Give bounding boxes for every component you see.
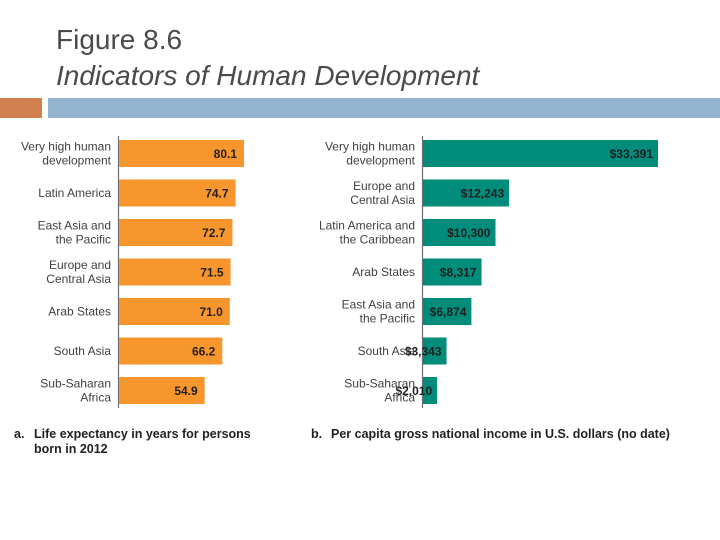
- income-value-label: $10,300: [447, 226, 491, 240]
- life-category-label: East Asia and the Pacific: [38, 219, 111, 247]
- chart-b-caption-line-1: Per capita gross national income in U.S.…: [331, 427, 670, 441]
- income-bar: [423, 179, 510, 207]
- income-bar: [423, 337, 447, 365]
- life-category-label: Sub-Saharan Africa: [40, 377, 111, 405]
- chart-b-caption: b. Per capita gross national income in U.…: [311, 427, 711, 442]
- life-category-label: Europe and Central Asia: [46, 258, 111, 286]
- life-category-label: Latin America: [38, 186, 111, 200]
- chart-a-caption-line-2: born in 2012: [34, 442, 108, 456]
- income-bar: [423, 377, 438, 404]
- life-value-label: 72.7: [202, 226, 226, 240]
- chart-a-caption-line-1: Life expectancy in years for persons: [34, 427, 251, 441]
- income-value-label: $8,317: [440, 266, 477, 280]
- income-bar: [423, 140, 658, 167]
- life-bar: [119, 377, 205, 404]
- page-title: Figure 8.6 Indicators of Human Developme…: [56, 22, 479, 94]
- life-value-label: 80.1: [214, 147, 238, 161]
- income-bar: [423, 298, 472, 325]
- chart-a-caption-letter: a.: [14, 427, 25, 441]
- life-value-label: 71.0: [199, 305, 223, 319]
- life-bar: [119, 179, 236, 207]
- income-category-label: South Asia: [358, 344, 416, 358]
- income-bar: [423, 219, 496, 246]
- accent-block: [0, 98, 42, 118]
- life-category-label: South Asia: [54, 344, 112, 358]
- income-category-label: Europe and Central Asia: [350, 179, 415, 207]
- income-value-label: $33,391: [610, 147, 654, 161]
- life-value-label: 71.5: [200, 266, 224, 280]
- life-bar: [119, 298, 230, 325]
- life-bar: [119, 219, 233, 246]
- income-category-label: East Asia and the Pacific: [342, 298, 415, 326]
- income-category-label: Sub-Saharan Africa: [344, 377, 415, 405]
- income-chart: $33,391 Very high human development $12,243…: [319, 136, 658, 408]
- life-bar: [119, 337, 223, 365]
- title-line-2: Indicators of Human Development: [56, 60, 480, 91]
- life-value-label: 74.7: [205, 187, 229, 201]
- income-value-label: $3,343: [405, 345, 442, 359]
- life-expectancy-chart: 80.1 Very high human development 74.7 Latin …: [21, 136, 244, 408]
- life-bar: [119, 140, 244, 167]
- life-value-label: 66.2: [192, 345, 216, 359]
- income-category-label: Arab States: [352, 265, 415, 279]
- title-line-1: Figure 8.6: [56, 24, 183, 55]
- income-value-label: $6,874: [430, 305, 467, 319]
- chart-a-caption: a. Life expectancy in years for persons b…: [14, 427, 274, 457]
- life-category-label: Arab States: [48, 305, 111, 319]
- income-category-label: Very high human development: [325, 140, 416, 168]
- life-value-label: 54.9: [174, 384, 198, 398]
- life-category-label: Very high human development: [21, 140, 112, 168]
- income-category-label: Latin America and the Caribbean: [319, 219, 415, 247]
- income-value-label: $2,010: [395, 384, 432, 398]
- header-rule: [48, 98, 720, 118]
- income-bar: [423, 258, 482, 286]
- life-bar: [119, 258, 231, 286]
- income-value-label: $12,243: [461, 187, 505, 201]
- chart-b-caption-letter: b.: [311, 427, 323, 441]
- charts-area: 80.1 Very high human development 74.7 Latin …: [21, 136, 658, 408]
